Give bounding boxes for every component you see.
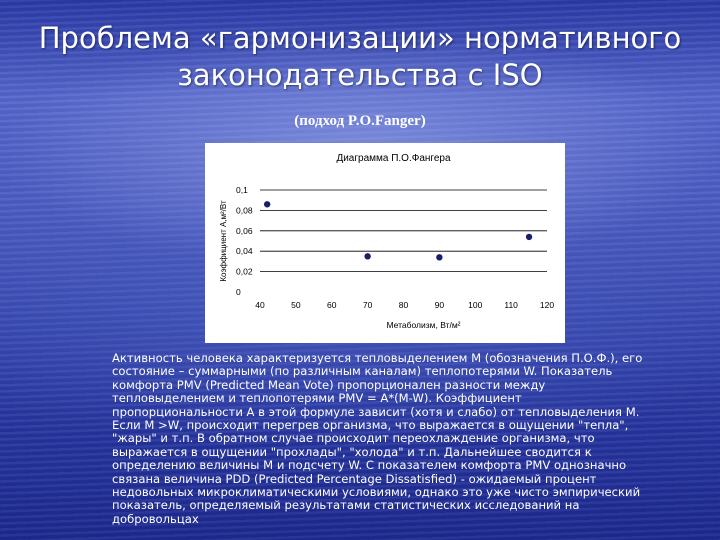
body-paragraph: Активность человека характеризуется тепл… — [112, 351, 643, 526]
data-point — [525, 233, 533, 241]
data-point — [263, 201, 271, 208]
data-point — [364, 253, 371, 260]
y-tick-label: 0 — [236, 287, 241, 297]
y-tick-label: 0,08 — [236, 205, 253, 215]
x-tick-label: 90 — [435, 300, 445, 310]
x-tick-label: 70 — [363, 300, 373, 310]
fanger-chart: Диаграмма П.О.Фангера 0 0,02 0,04 0,06 0,08 0,… — [219, 153, 554, 330]
x-tick-label: 80 — [399, 300, 409, 310]
x-tick-label: 110 — [504, 300, 518, 310]
chart-panel: Диаграмма П.О.Фангера 0 0,02 0,04 0,06 0,08 0,… — [205, 143, 565, 343]
x-tick-label: 100 — [468, 300, 482, 310]
y-axis-label: Коэффициент А,м²/Вт — [219, 200, 228, 282]
data-point — [436, 254, 443, 261]
x-tick-label: 50 — [291, 300, 301, 310]
x-tick-label: 60 — [327, 300, 337, 310]
y-tick-label: 0,1 — [236, 185, 248, 195]
x-tick-label: 120 — [540, 300, 554, 310]
y-tick-label: 0,04 — [236, 246, 253, 256]
slide-title: Проблема «гармонизации» нормативного зак… — [38, 21, 682, 92]
y-tick-label: 0,06 — [236, 226, 253, 236]
chart-title: Диаграмма П.О.Фангера — [336, 153, 451, 164]
x-axis-label: Метаболизм, Вт/м² — [386, 320, 460, 330]
y-tick-label: 0,02 — [236, 267, 253, 277]
slide-subtitle: (подход P.O.Fanger) — [294, 113, 426, 129]
x-tick-label: 40 — [255, 300, 265, 310]
